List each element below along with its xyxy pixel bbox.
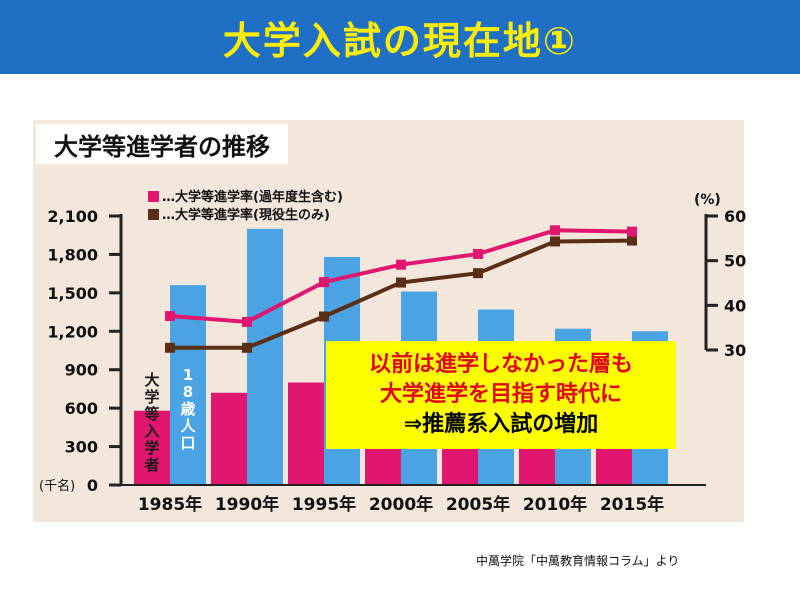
x-tick-label: 2005年 — [446, 494, 510, 515]
left-axis-unit: (千名) — [39, 478, 75, 494]
current-rate-point — [319, 311, 329, 322]
bar-population — [247, 228, 283, 486]
callout-line-2: 大学進学を目指す時代に — [379, 382, 622, 407]
x-tick-label: 1995年 — [292, 494, 356, 515]
total-rate-point — [319, 277, 329, 288]
bar-label-population: 8 — [183, 383, 193, 401]
total-rate-point — [627, 226, 637, 237]
x-tick-label: 2000年 — [369, 494, 433, 515]
total-rate-point — [165, 311, 175, 322]
current-rate-point — [242, 342, 252, 353]
current-rate-point — [396, 277, 406, 288]
bar-entrants — [288, 382, 324, 485]
left-tick-label: 0 — [87, 476, 98, 495]
bar-label-entrants: 学 — [144, 388, 159, 406]
total-rate-point — [242, 316, 252, 327]
legend-label: …大学等進学率(現役生のみ) — [162, 207, 330, 223]
bar-label-population: 口 — [180, 434, 195, 452]
current-rate-point — [165, 342, 175, 353]
total-rate-point — [473, 248, 483, 259]
callout-box: 以前は進学しなかった層も 大学進学を目指す時代に ⇒推薦系入試の増加 — [326, 341, 676, 449]
bar-label-entrants: 学 — [144, 439, 159, 457]
legend-marker — [148, 191, 159, 202]
current-rate-point — [550, 236, 560, 247]
left-tick-label: 900 — [65, 361, 98, 380]
right-tick-label: 30 — [724, 341, 746, 360]
right-tick-label: 50 — [724, 252, 746, 271]
legend-label: …大学等進学率(過年度生含む) — [162, 189, 343, 205]
bar-entrants — [211, 392, 247, 485]
callout-line-1: 以前は進学しなかった層も — [368, 352, 633, 377]
current-rate-point — [627, 235, 637, 246]
bar-label-population: 歳 — [180, 400, 195, 418]
total-rate-point — [396, 259, 406, 270]
x-tick-label: 2010年 — [523, 494, 587, 515]
callout-line-3: ⇒推薦系入試の増加 — [403, 412, 599, 437]
current-rate-point — [473, 268, 483, 279]
bar-label-population: 人 — [180, 417, 196, 435]
left-tick-label: 1,800 — [47, 245, 98, 264]
bar-label-entrants: 大 — [144, 371, 159, 389]
left-tick-label: 600 — [65, 399, 98, 418]
bar-label-entrants: 等 — [144, 405, 159, 423]
bar-label-entrants: 者 — [144, 456, 159, 474]
left-tick-label: 1,200 — [47, 322, 98, 341]
right-axis-unit: (%) — [694, 192, 721, 208]
x-tick-label: 1990年 — [215, 494, 279, 515]
x-tick-label: 1985年 — [138, 494, 202, 515]
right-tick-label: 40 — [724, 296, 746, 315]
bar-label-population: 1 — [183, 366, 193, 384]
bar-label-entrants: 入 — [144, 422, 159, 440]
left-tick-label: 300 — [65, 438, 98, 457]
slide-title: 大学入試の現在地① — [222, 18, 578, 63]
bar-entrants — [134, 410, 170, 485]
total-rate-point — [550, 225, 560, 236]
x-tick-label: 2015年 — [600, 494, 664, 515]
left-tick-label: 1,500 — [47, 284, 98, 303]
title-bar: 大学入試の現在地① — [0, 0, 800, 74]
source-citation: 中萬学院「中萬教育情報コラム」より — [476, 554, 680, 568]
chart-title: 大学等進学者の推移 — [36, 124, 288, 164]
left-tick-label: 2,100 — [47, 207, 98, 226]
legend-marker — [148, 209, 159, 220]
right-tick-label: 60 — [724, 207, 746, 226]
